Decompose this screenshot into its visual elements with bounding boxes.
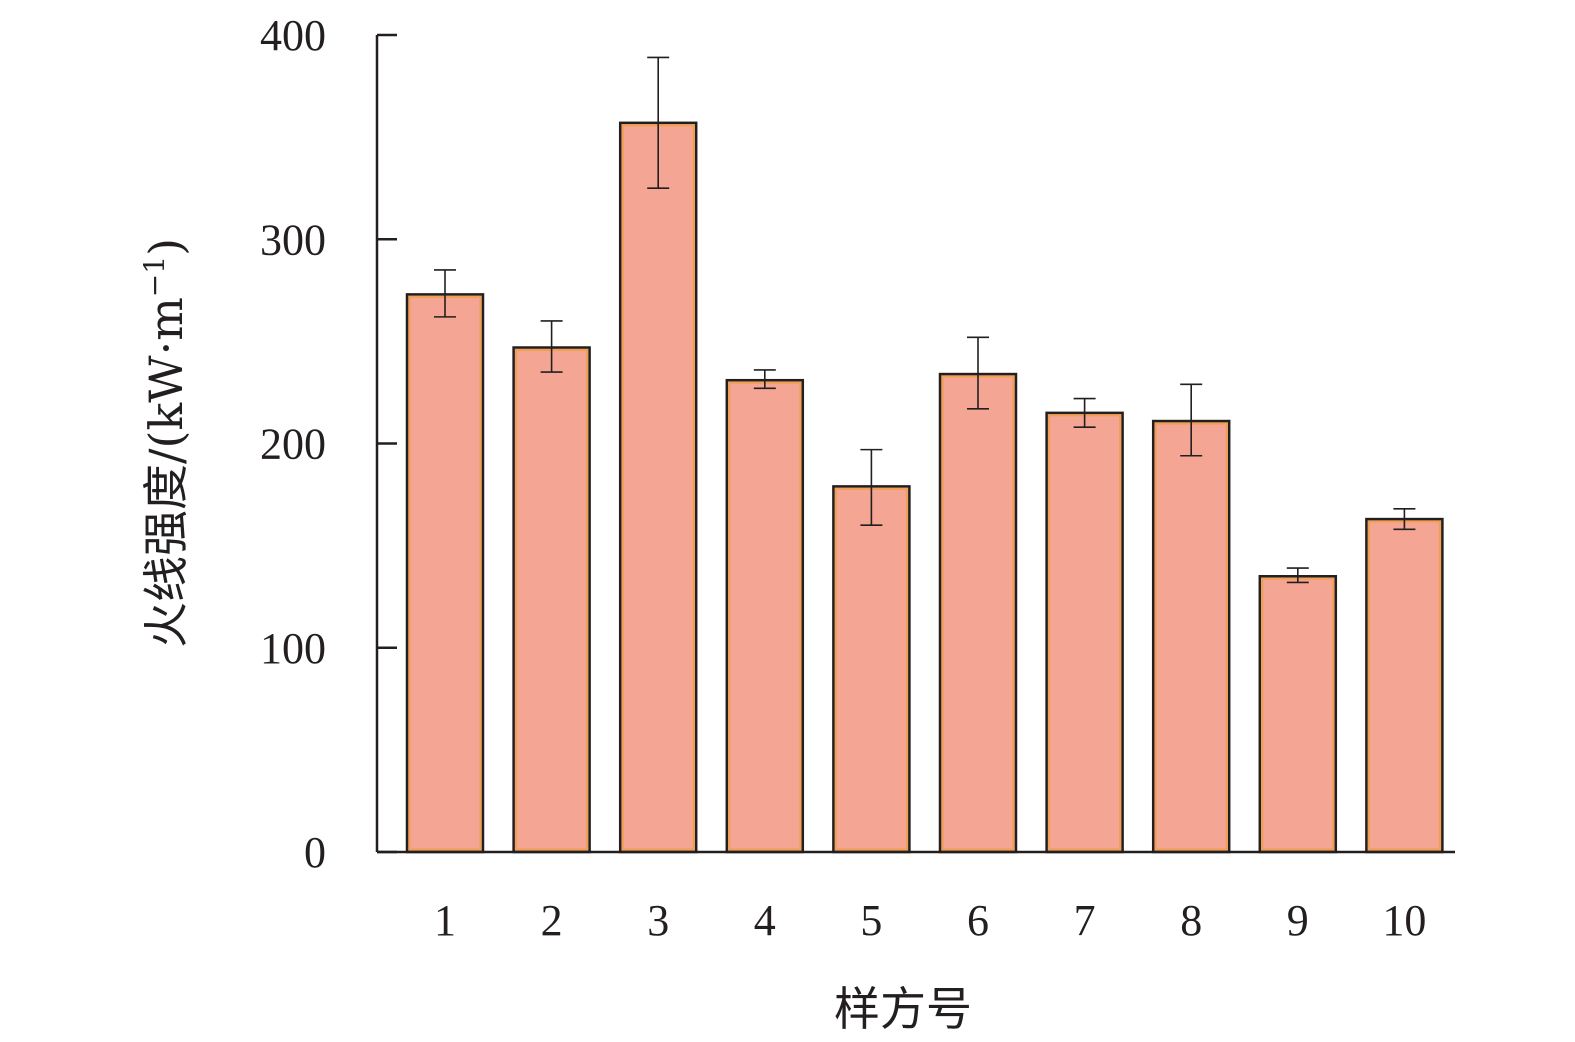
bar xyxy=(1258,575,1338,854)
bar xyxy=(1151,419,1231,854)
bars-layer xyxy=(405,121,1444,854)
error-bar xyxy=(1393,508,1416,531)
y-axis-title-close: ) xyxy=(139,238,193,256)
x-tick-label: 3 xyxy=(647,896,669,945)
bar xyxy=(1365,517,1444,854)
x-tick-labels: 1 2 3 4 5 6 7 8 9 10 xyxy=(434,896,1426,945)
y-tick-label: 0 xyxy=(304,828,326,877)
y-tick-label: 200 xyxy=(260,420,326,469)
x-tick-label: 9 xyxy=(1287,896,1309,945)
error-bar xyxy=(967,336,989,410)
x-tick-label: 1 xyxy=(434,896,456,945)
x-tick-label: 10 xyxy=(1382,896,1426,945)
y-tick-label: 300 xyxy=(260,215,326,264)
error-bar xyxy=(1073,397,1096,428)
y-axis-title-superscript: −1 xyxy=(138,256,171,297)
error-bar xyxy=(1180,383,1203,457)
x-tick-label: 5 xyxy=(860,896,882,945)
y-tick-label: 100 xyxy=(260,624,326,673)
y-tick-label: 400 xyxy=(260,11,326,60)
x-tick-label: 8 xyxy=(1180,896,1202,945)
y-axis-title: 火线强度/(kW·m−1) xyxy=(138,238,193,648)
bar xyxy=(512,346,591,854)
x-axis-title: 样方号 xyxy=(834,982,972,1036)
error-bar xyxy=(753,369,776,390)
x-tick-label: 6 xyxy=(967,896,989,945)
error-bar xyxy=(540,320,563,373)
y-axis-title-main: 火线强度/(kW·m xyxy=(139,297,193,648)
error-bar xyxy=(860,448,883,527)
y-ticks: 0 100 200 300 400 xyxy=(260,11,397,877)
bar xyxy=(618,121,698,854)
x-tick-label: 2 xyxy=(541,896,563,945)
bar xyxy=(725,378,805,854)
error-bar xyxy=(1286,567,1309,584)
x-tick-label: 4 xyxy=(754,896,776,945)
bar xyxy=(832,485,911,854)
bar xyxy=(405,293,485,854)
error-bar xyxy=(434,269,456,318)
x-tick-label: 7 xyxy=(1074,896,1096,945)
error-bar xyxy=(647,56,670,189)
bar xyxy=(938,372,1018,854)
bar xyxy=(1045,411,1124,854)
error-bars-layer xyxy=(434,56,1416,584)
